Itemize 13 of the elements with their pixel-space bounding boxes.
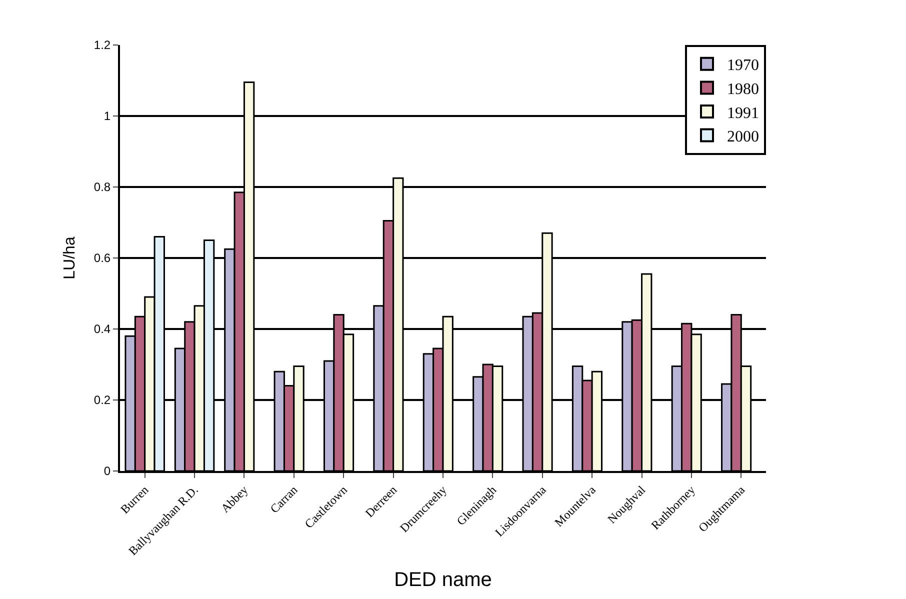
- x-axis-title: DED name: [394, 569, 492, 592]
- legend-label: 1970: [727, 57, 759, 74]
- legend-label: 1980: [727, 80, 759, 98]
- y-tick-label: 0: [104, 464, 111, 478]
- legend-label: 2000: [727, 128, 759, 146]
- y-axis-title: LU/ha: [61, 236, 78, 280]
- legend-label: 1991: [727, 104, 759, 122]
- y-tick-label: 1: [104, 109, 111, 124]
- y-tick-label: 0.8: [94, 180, 111, 194]
- y-tick-label: 0.6: [94, 251, 111, 266]
- y-tick-label: 1.2: [94, 38, 111, 52]
- y-tick-label: 0.4: [94, 322, 111, 336]
- y-tick-label: 0.2: [94, 393, 111, 408]
